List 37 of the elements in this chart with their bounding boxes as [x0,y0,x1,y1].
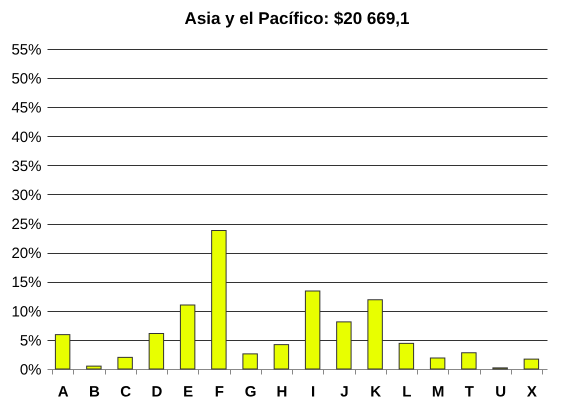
y-tick-label: 30% [11,186,42,204]
bar [430,357,446,370]
x-tick-label: B [88,384,100,400]
x-tick-label: K [370,384,382,400]
bar [398,342,414,370]
y-tick-label: 35% [11,158,42,175]
y-tick-label: 25% [11,216,42,234]
x-tick-label: I [311,384,316,400]
chart-title: Asia y el Pacífico: $20 669,1 [184,9,410,28]
x-tick-label: J [340,384,349,400]
x-tick-label: D [151,384,162,400]
x-tick-label: G [244,384,256,400]
y-tick-label: 50% [11,70,42,88]
y-tick-label: 5% [20,332,42,350]
x-tick-label: C [120,384,132,400]
bar [86,366,102,370]
bar [274,344,290,370]
y-tick-label: 55% [11,42,42,58]
x-tick-label: F [214,384,224,400]
x-tick-label: A [58,384,69,400]
bar [524,358,540,370]
x-tick-label: T [464,384,474,400]
x-tick-label: L [402,384,412,400]
bar [242,353,258,370]
y-tick-label: 15% [11,274,42,292]
y-tick-label: 45% [11,100,42,117]
bar [461,352,477,370]
x-tick-label: U [495,384,506,400]
y-tick-label: 40% [11,128,42,146]
y-tick-label: 10% [11,303,42,320]
x-tick-label: E [183,384,194,400]
y-tick-label: 0% [20,362,42,378]
x-tick-label: H [276,384,288,400]
y-tick-label: 20% [11,245,42,262]
x-tick-label: X [526,384,537,400]
bar [117,356,133,370]
x-tick-label: M [432,384,444,400]
